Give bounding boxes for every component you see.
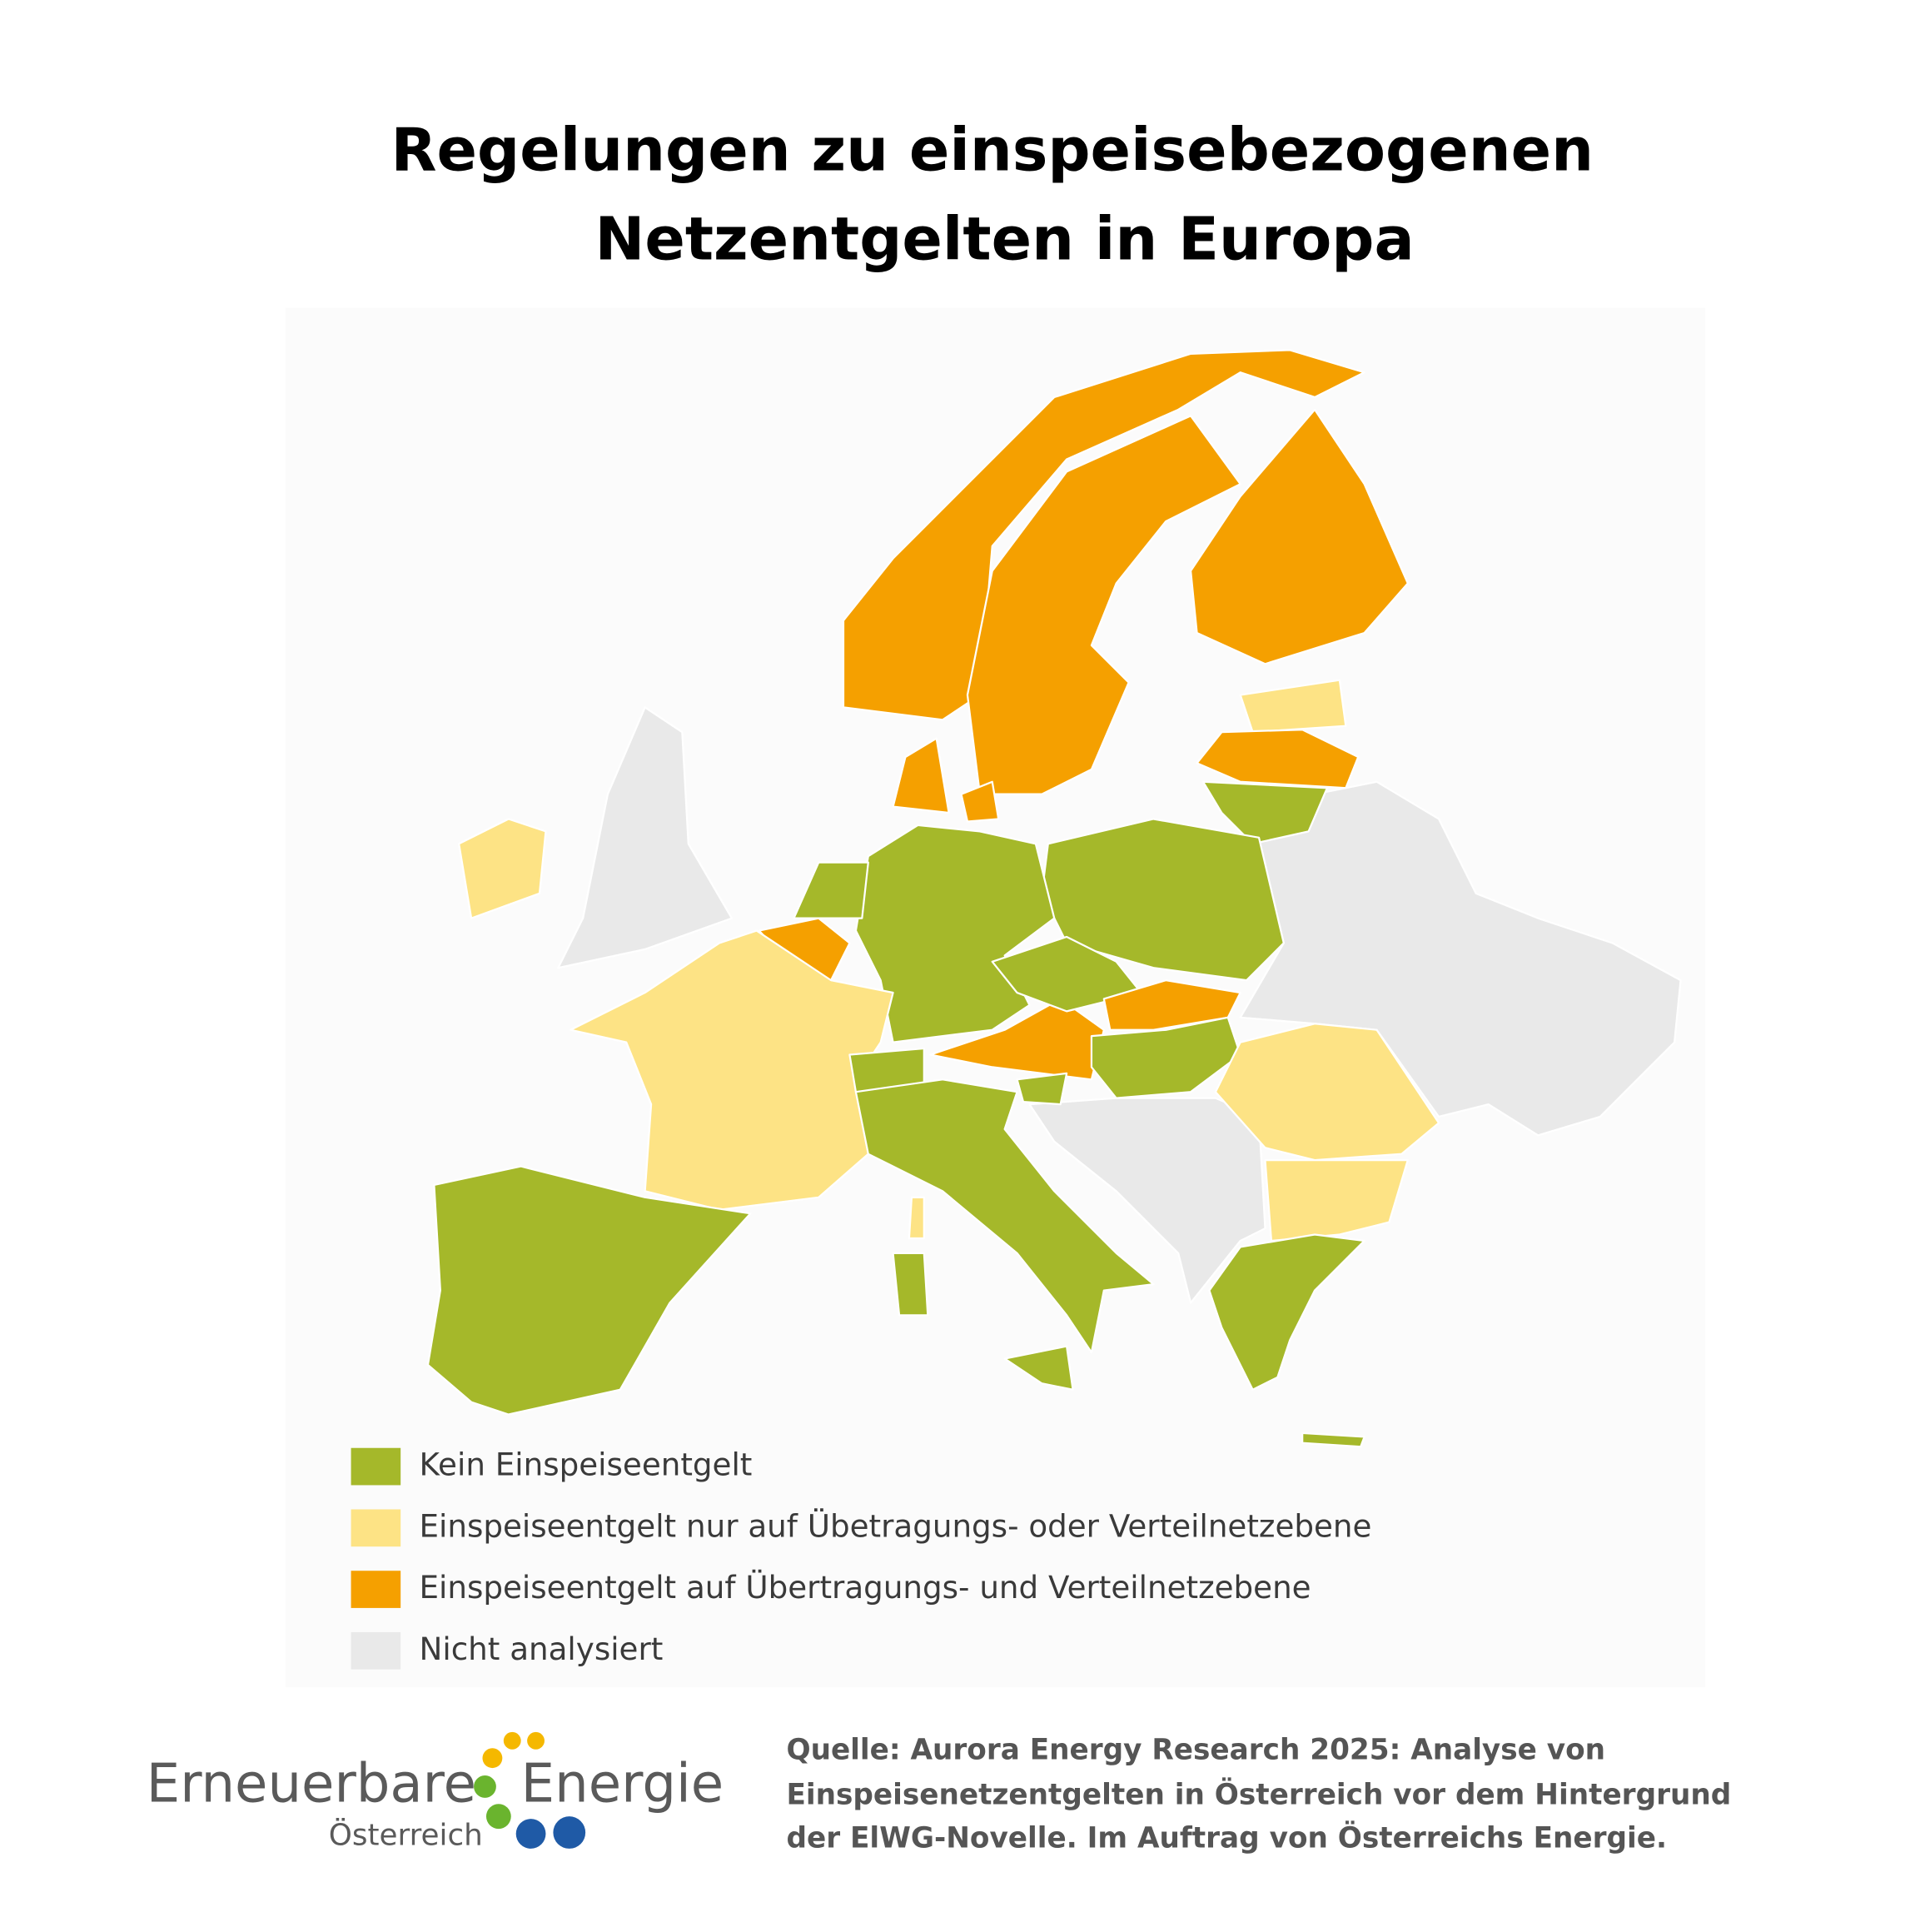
legend-label: Kein Einspeiseentgelt (420, 1447, 753, 1483)
source: der ElWG-Novelle. Im Auftrag von Österre… (786, 1820, 1667, 1855)
region (1214, 1023, 1440, 1162)
legend: Kein Einspeiseentgelt Einspeiseentgelt nu… (351, 1447, 1372, 1670)
region (557, 706, 734, 969)
title: Netzentgelten in Europa (595, 205, 1415, 274)
logo-text: Energie (521, 1753, 724, 1815)
logo-text: Erneuerbare (147, 1753, 476, 1815)
legend-label: Einspeiseentgelt nur auf Übetragungs- od… (420, 1507, 1372, 1544)
region (966, 415, 1241, 795)
region (1239, 679, 1347, 734)
legend-swatch (351, 1631, 401, 1670)
region (1208, 1233, 1365, 1391)
logo-subtitle: Österreich (329, 1817, 483, 1852)
region (892, 737, 950, 814)
region (908, 1196, 925, 1240)
logo: Erneuerbare Energie Österreich (147, 1731, 724, 1852)
region (1201, 780, 1329, 845)
logo-dot (474, 1775, 496, 1798)
logo-dot (482, 1748, 503, 1769)
source: Quelle: Aurora Energy Research 2025: Ana… (786, 1734, 1605, 1767)
region (426, 1165, 752, 1416)
region (1264, 1159, 1409, 1242)
region (1090, 1016, 1241, 1099)
legend-label: Einspeiseentgelt auf Übertragungs- und V… (420, 1569, 1311, 1606)
region (1003, 1345, 1074, 1391)
region (1189, 408, 1409, 665)
logo-dot (553, 1816, 586, 1849)
logo-dot (503, 1731, 521, 1750)
region (892, 1252, 929, 1317)
title: Regelungen zu einspeisebezogenen (391, 115, 1594, 184)
region (458, 818, 547, 919)
logo-dot (515, 1819, 546, 1849)
legend-swatch (351, 1509, 401, 1547)
logo-dot (527, 1731, 545, 1750)
region (1016, 1072, 1068, 1106)
region (929, 998, 1105, 1081)
region (960, 780, 1000, 823)
region (1239, 780, 1682, 1137)
region (1028, 1097, 1266, 1304)
logo-dot (485, 1804, 511, 1830)
source: Einspeisenetzentgelten in Österreich vor… (786, 1777, 1731, 1811)
legend-label: Nicht analysiert (420, 1631, 664, 1667)
legend-swatch (351, 1447, 401, 1486)
region (1196, 729, 1360, 789)
region (854, 1078, 1155, 1354)
region (793, 861, 869, 919)
map (426, 349, 1682, 1448)
legend-swatch (351, 1571, 401, 1608)
region (1301, 1432, 1365, 1448)
